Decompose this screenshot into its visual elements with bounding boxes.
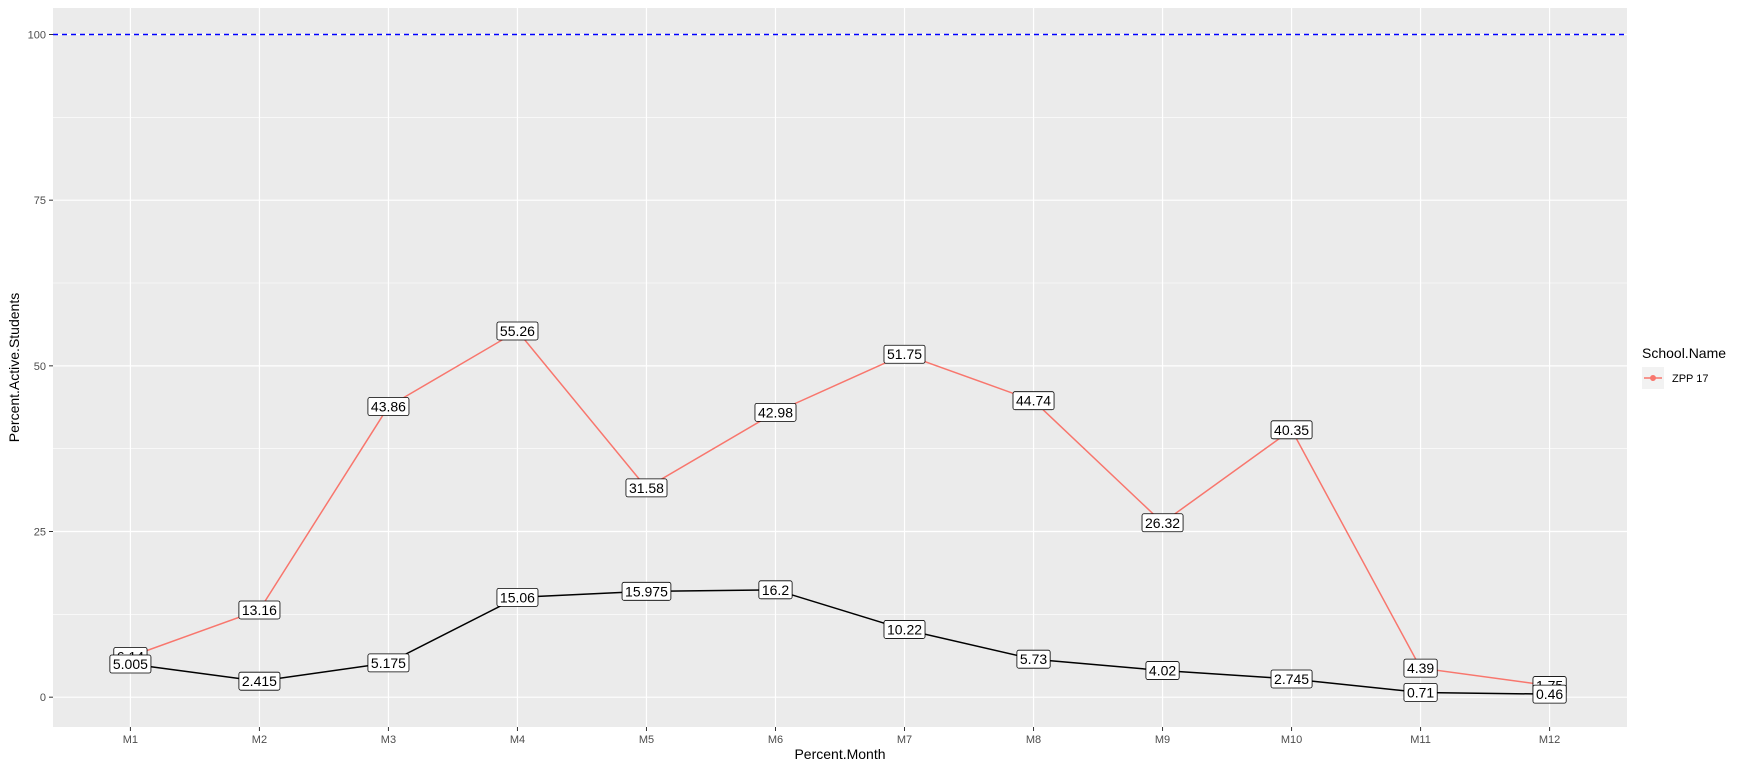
data-label-box (883, 344, 926, 364)
data-label-box (238, 671, 281, 691)
data-label-text: 5.175 (371, 655, 406, 671)
data-label: 4.02 (1145, 661, 1180, 680)
data-label-box (1145, 661, 1180, 680)
y-axis-title: Percent.Active.Students (6, 293, 22, 442)
data-label-text: 2.415 (242, 673, 277, 689)
x-tick-label: M7 (897, 734, 912, 746)
data-label: 31.58 (625, 478, 668, 498)
data-label: 0.46 (1532, 684, 1567, 704)
data-label-box (1403, 683, 1438, 702)
x-tick-label: M10 (1281, 734, 1302, 746)
data-label-text: 16.2 (762, 582, 789, 598)
data-label-box (367, 397, 410, 416)
data-label-box (883, 620, 926, 639)
data-label-box (1141, 513, 1184, 533)
data-label: 5.175 (367, 653, 410, 673)
series-line-1 (130, 589, 1550, 695)
data-label-box (621, 581, 672, 601)
data-label-box (1016, 649, 1051, 669)
x-tick-label: M2 (252, 734, 267, 746)
x-tick-label: M9 (1155, 734, 1170, 746)
data-label-text: 15.975 (625, 583, 668, 599)
data-label-box (1532, 684, 1567, 704)
x-tick-label: M1 (123, 734, 138, 746)
data-labels: 6.1413.1643.8655.2631.5842.9851.7544.742… (109, 321, 1567, 704)
data-label-box (758, 580, 793, 600)
data-label-box (1012, 391, 1055, 411)
y-tick-label: 75 (34, 195, 46, 207)
grid-lines (53, 8, 1627, 727)
y-tick-label: 0 (40, 692, 46, 704)
data-label-text: 44.74 (1016, 393, 1051, 409)
data-label: 4.39 (1403, 658, 1438, 678)
x-tick-label: M4 (510, 734, 525, 746)
data-label: 43.86 (367, 397, 410, 416)
legend-entry-label: ZPP 17 (1672, 373, 1709, 385)
data-label-box (109, 654, 152, 674)
data-label-text: 4.39 (1407, 660, 1434, 676)
data-label-text: 42.98 (758, 404, 793, 420)
data-label: 42.98 (754, 402, 797, 422)
data-label: 51.75 (883, 344, 926, 364)
data-label: 44.74 (1012, 391, 1055, 411)
data-label-text: 55.26 (500, 323, 535, 339)
data-label-box (625, 478, 668, 498)
data-label-box (754, 402, 797, 422)
data-label-text: 0.71 (1407, 684, 1434, 700)
x-axis-title: Percent.Month (794, 746, 885, 762)
data-label: 0.71 (1403, 683, 1438, 702)
data-label-box (238, 600, 281, 620)
data-label: 5.73 (1016, 649, 1051, 669)
data-label-box (367, 653, 410, 673)
data-label: 26.32 (1141, 513, 1184, 533)
data-label-box (496, 321, 539, 341)
data-label: 15.06 (496, 587, 539, 607)
legend-key-point (1650, 375, 1656, 381)
x-tick-label: M3 (381, 734, 396, 746)
data-label-text: 43.86 (371, 399, 406, 415)
series-lines (130, 330, 1550, 695)
legend: School.Name ZPP 17 (1642, 345, 1726, 389)
y-tick-label: 100 (28, 30, 46, 42)
data-label-text: 26.32 (1145, 515, 1180, 531)
data-label: 13.16 (238, 600, 281, 620)
data-label-box (1403, 658, 1438, 678)
data-label-box (1270, 669, 1313, 689)
x-tick-label: M5 (639, 734, 654, 746)
data-label: 15.975 (621, 581, 672, 601)
data-label-text: 0.46 (1536, 686, 1563, 702)
data-label-text: 4.02 (1149, 663, 1176, 679)
panel-background (53, 8, 1627, 727)
data-label-text: 5.73 (1020, 651, 1047, 667)
data-label-box (496, 587, 539, 607)
x-tick-label: M12 (1539, 734, 1560, 746)
data-label-text: 13.16 (242, 602, 277, 618)
data-label: 2.415 (238, 671, 281, 691)
data-label: 5.005 (109, 654, 152, 674)
data-label: 16.2 (758, 580, 793, 600)
y-tick-label: 25 (34, 527, 46, 539)
data-label-text: 40.35 (1274, 422, 1309, 438)
series-line-0 (130, 330, 1550, 687)
data-label: 2.745 (1270, 669, 1313, 689)
data-label-text: 31.58 (629, 480, 664, 496)
data-label-text: 2.745 (1274, 671, 1309, 687)
x-tick-label: M8 (1026, 734, 1041, 746)
axes: 0 25 50 75 100 M1 M2 M3 M4 M5 M6 M7 M8 M9 M10 M11 M12 (28, 30, 1561, 746)
data-label-box (1270, 420, 1313, 440)
data-label-text: 51.75 (887, 346, 922, 362)
data-label: 40.35 (1270, 420, 1313, 440)
data-label: 10.22 (883, 620, 926, 639)
data-label-text: 15.06 (500, 589, 535, 605)
x-tick-label: M6 (768, 734, 783, 746)
data-label: 55.26 (496, 321, 539, 341)
y-tick-label: 50 (34, 361, 46, 373)
data-label-text: 5.005 (113, 656, 148, 672)
data-label-text: 10.22 (887, 621, 922, 637)
legend-title: School.Name (1642, 345, 1726, 361)
x-tick-label: M11 (1410, 734, 1431, 746)
